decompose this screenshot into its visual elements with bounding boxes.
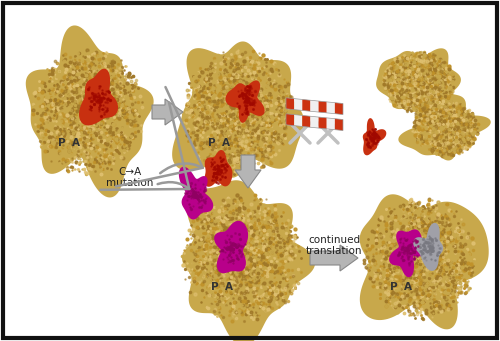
Text: P: P: [58, 138, 66, 148]
Polygon shape: [214, 221, 248, 273]
Polygon shape: [310, 100, 318, 112]
Text: continued: continued: [308, 235, 360, 245]
Polygon shape: [179, 167, 213, 220]
Text: A: A: [404, 282, 412, 292]
Polygon shape: [286, 98, 294, 109]
Polygon shape: [413, 223, 444, 271]
Text: A: A: [225, 282, 233, 292]
Polygon shape: [335, 119, 343, 131]
Polygon shape: [294, 115, 302, 127]
Polygon shape: [360, 194, 488, 329]
Polygon shape: [335, 103, 343, 115]
Polygon shape: [286, 114, 294, 125]
Polygon shape: [302, 100, 310, 111]
Polygon shape: [172, 42, 304, 178]
Polygon shape: [235, 155, 261, 188]
Polygon shape: [376, 48, 461, 124]
Polygon shape: [398, 93, 491, 161]
Polygon shape: [204, 150, 233, 187]
Text: P: P: [211, 282, 219, 292]
Polygon shape: [318, 101, 326, 113]
Polygon shape: [326, 118, 335, 130]
Polygon shape: [389, 229, 428, 277]
Text: A: A: [72, 138, 80, 148]
Polygon shape: [363, 118, 386, 155]
Polygon shape: [226, 80, 264, 123]
Text: translation: translation: [306, 246, 362, 256]
Text: P: P: [208, 138, 216, 148]
Polygon shape: [326, 102, 335, 114]
Polygon shape: [26, 26, 154, 197]
Polygon shape: [302, 116, 310, 127]
Text: P: P: [390, 282, 398, 292]
Polygon shape: [310, 245, 358, 271]
Text: mutation: mutation: [106, 178, 154, 188]
Polygon shape: [318, 117, 326, 129]
Text: C→A: C→A: [118, 167, 142, 177]
Polygon shape: [310, 116, 318, 128]
Polygon shape: [152, 99, 183, 125]
Text: A: A: [222, 138, 230, 148]
Polygon shape: [294, 99, 302, 110]
Polygon shape: [182, 180, 315, 341]
Polygon shape: [79, 69, 118, 125]
